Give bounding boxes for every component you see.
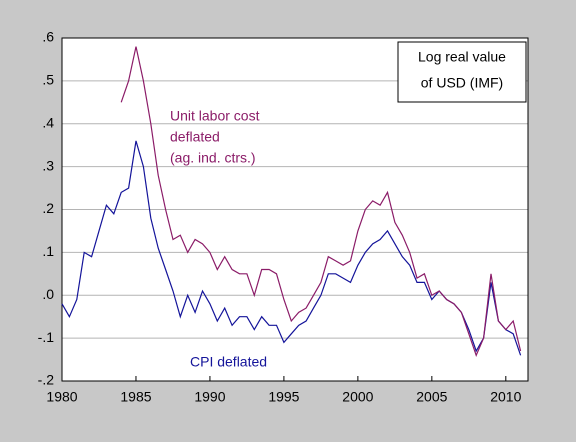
y-tick-label: .3: [42, 157, 54, 173]
annotation: deflated: [170, 129, 220, 145]
x-tick-label: 1985: [120, 389, 151, 405]
x-tick-label: 2010: [490, 389, 521, 405]
y-tick-label: .2: [42, 200, 54, 216]
y-tick-label: .1: [42, 243, 54, 259]
x-tick-label: 2000: [342, 389, 373, 405]
y-tick-label: -.1: [38, 329, 55, 345]
y-tick-label: -.2: [38, 372, 55, 388]
x-tick-label: 1980: [46, 389, 77, 405]
annotation: (ag. ind. ctrs.): [170, 150, 256, 166]
title-box-text: Log real value: [418, 49, 506, 65]
x-tick-label: 1990: [194, 389, 225, 405]
x-tick-label: 2005: [416, 389, 447, 405]
y-tick-label: .5: [42, 72, 54, 88]
title-box-text: of USD (IMF): [421, 75, 503, 91]
plot-frame: [61, 37, 529, 382]
annotation: CPI deflated: [190, 354, 267, 370]
series-line: [120, 46, 522, 357]
title-box: [397, 41, 527, 103]
y-tick-label: .4: [42, 114, 54, 130]
x-tick-label: 1995: [268, 389, 299, 405]
annotation: Unit labor cost: [170, 108, 260, 124]
y-tick-label: .6: [42, 29, 54, 45]
y-tick-label: .0: [42, 286, 54, 302]
